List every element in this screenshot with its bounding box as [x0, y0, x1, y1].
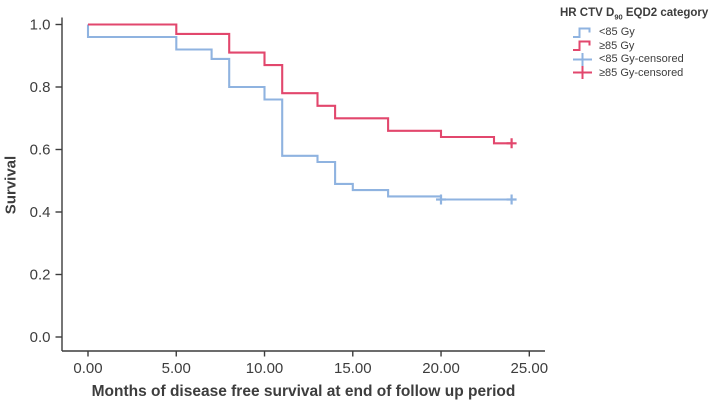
- x-tick-label: 10.00: [246, 360, 284, 377]
- y-tick-label: 0.2: [30, 267, 51, 284]
- y-axis-label: Survival: [2, 155, 20, 215]
- legend-title-suffix: EQD2 category: [622, 7, 709, 19]
- legend-entry-ge85: ≥85 Gy: [572, 39, 708, 53]
- x-tick-label: 20.00: [422, 360, 460, 377]
- censored-plus-icon: [573, 52, 592, 66]
- legend-entry-label: <85 Gy: [599, 26, 635, 39]
- x-axis-label: Months of disease free survival at end o…: [91, 383, 516, 400]
- legend-title-subscript: 90: [614, 12, 623, 22]
- censored-plus-icon: [573, 66, 592, 80]
- y-tick-label: 0.8: [30, 79, 51, 96]
- legend-entry-ge85-censored: ≥85 Gy-censored: [572, 66, 708, 80]
- legend: HR CTV D90 EQD2 category <85 Gy ≥85 Gy <…: [560, 7, 708, 80]
- legend-title-prefix: HR CTV D: [560, 7, 615, 19]
- y-tick-label: 1.0: [30, 17, 51, 34]
- x-tick-label: 15.00: [334, 360, 372, 377]
- step-line-icon: [573, 27, 591, 38]
- legend-title: HR CTV D90 EQD2 category: [560, 7, 708, 21]
- x-tick-label: 25.00: [511, 360, 549, 377]
- legend-entry-label: ≥85 Gy-censored: [599, 66, 684, 79]
- censor-mark-series-0: [506, 194, 517, 205]
- x-tick-label: 0.00: [73, 360, 102, 377]
- y-tick-label: 0.6: [30, 142, 51, 159]
- censor-mark-series-1: [506, 138, 517, 149]
- legend-entry-label: <85 Gy-censored: [599, 53, 684, 66]
- y-tick-label: 0.4: [30, 204, 51, 221]
- legend-entry-label: ≥85 Gy: [599, 39, 635, 52]
- censor-mark-series-0: [436, 194, 446, 205]
- axes: [61, 17, 545, 352]
- km-curve-series-0: [86, 24, 512, 201]
- x-tick-label: 5.00: [162, 360, 191, 377]
- y-tick-label: 0.0: [30, 329, 51, 346]
- km-curve-series-1: [88, 23, 512, 145]
- legend-entry-lt85: <85 Gy: [572, 25, 708, 39]
- step-line-icon: [573, 40, 591, 52]
- legend-entry-lt85-censored: <85 Gy-censored: [572, 52, 708, 66]
